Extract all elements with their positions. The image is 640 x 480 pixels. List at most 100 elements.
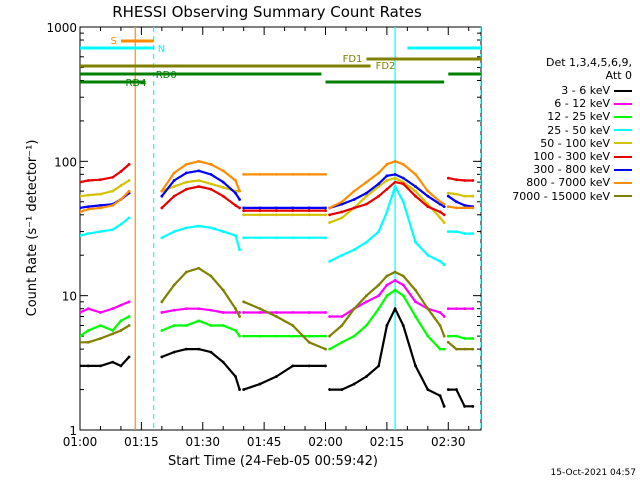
- data-point: [209, 324, 213, 327]
- data-point: [324, 209, 327, 212]
- data-point: [471, 232, 475, 235]
- legend-swatch: [614, 102, 632, 105]
- data-point: [414, 185, 417, 188]
- legend-label: 6 - 12 keV: [554, 97, 610, 111]
- series-e7000_15000: [80, 266, 475, 351]
- data-point: [401, 162, 405, 166]
- data-point: [242, 236, 246, 240]
- data-point: [446, 194, 450, 198]
- data-point: [340, 340, 344, 344]
- legend-swatch: [614, 155, 632, 158]
- data-point: [426, 334, 430, 338]
- data-point: [127, 189, 131, 193]
- flag-label: RD4: [126, 78, 147, 89]
- data-point: [307, 206, 311, 210]
- data-point: [172, 194, 176, 198]
- data-point: [414, 315, 417, 318]
- data-point: [127, 179, 131, 182]
- data-point: [377, 171, 381, 175]
- data-point: [385, 274, 389, 278]
- legend-label: 7000 - 15000 keV: [512, 189, 610, 203]
- data-point: [242, 209, 246, 212]
- data-point: [291, 206, 295, 210]
- data-point: [80, 334, 82, 338]
- data-point: [393, 185, 397, 188]
- data-point: [414, 364, 417, 368]
- data-point: [275, 375, 278, 378]
- data-point: [275, 209, 278, 212]
- data-point: [426, 307, 430, 311]
- data-point: [401, 283, 405, 287]
- data-point: [86, 232, 90, 235]
- legend-swatch: [614, 142, 632, 145]
- data-point: [340, 324, 344, 327]
- data-point: [160, 300, 164, 304]
- data-point: [258, 311, 262, 314]
- x-axis-label: Start Time (24-Feb-05 00:59:42): [168, 454, 378, 469]
- data-point: [463, 404, 467, 408]
- data-point: [209, 308, 213, 312]
- data-point: [455, 307, 458, 311]
- data-point: [385, 324, 389, 327]
- data-point: [258, 307, 262, 311]
- data-point: [160, 194, 164, 198]
- data-point: [111, 332, 115, 336]
- data-point: [463, 232, 467, 235]
- data-point: [324, 311, 327, 314]
- legend-swatch: [614, 129, 632, 132]
- series-line: [329, 289, 445, 351]
- data-point: [393, 307, 397, 311]
- data-point: [324, 334, 327, 338]
- data-point: [442, 202, 446, 206]
- y-axis-label: Count Rate (s⁻¹ detector⁻¹): [25, 140, 40, 317]
- legend-swatch: [614, 181, 632, 184]
- data-point: [160, 329, 164, 332]
- legend-item: 12 - 25 keV: [547, 110, 632, 123]
- data-point: [328, 259, 332, 263]
- data-point: [258, 213, 262, 217]
- data-point: [446, 388, 450, 391]
- data-point: [352, 189, 356, 193]
- data-point: [99, 192, 102, 196]
- x-tick-label: 01:30: [185, 435, 220, 449]
- data-point: [80, 194, 82, 198]
- data-point: [365, 194, 368, 198]
- data-point: [352, 198, 356, 201]
- data-point: [99, 324, 102, 327]
- series-line: [161, 307, 240, 314]
- legend-item: 100 - 300 keV: [533, 150, 632, 163]
- x-tick-label: 02:15: [370, 435, 405, 449]
- data-point: [80, 210, 82, 214]
- data-point: [446, 307, 450, 311]
- data-point: [340, 200, 344, 204]
- data-point: [471, 307, 475, 311]
- data-point: [401, 274, 405, 278]
- data-point: [242, 206, 246, 210]
- x-tick-label: 01:00: [63, 435, 98, 449]
- legend-swatch: [614, 89, 632, 92]
- data-point: [172, 324, 176, 327]
- data-point: [471, 206, 475, 210]
- data-point: [393, 176, 397, 180]
- legend-item: 3 - 6 keV: [561, 84, 632, 97]
- data-point: [385, 187, 389, 191]
- data-point: [455, 192, 458, 196]
- data-point: [352, 248, 356, 252]
- legend-label: 12 - 25 keV: [547, 110, 610, 124]
- data-point: [365, 375, 368, 378]
- legend-item: 50 - 100 keV: [540, 137, 632, 150]
- footer-date: 15-Oct-2021 04:57: [551, 468, 636, 478]
- data-point: [111, 228, 115, 232]
- data-point: [340, 315, 344, 318]
- data-point: [340, 388, 344, 391]
- data-point: [184, 226, 188, 230]
- data-point: [377, 364, 381, 368]
- data-point: [99, 311, 102, 314]
- series-line: [243, 300, 326, 351]
- legend-item: 800 - 7000 keV: [526, 176, 632, 189]
- data-point: [184, 347, 188, 351]
- data-point: [86, 205, 90, 209]
- data-point: [238, 315, 241, 318]
- data-point: [242, 300, 246, 304]
